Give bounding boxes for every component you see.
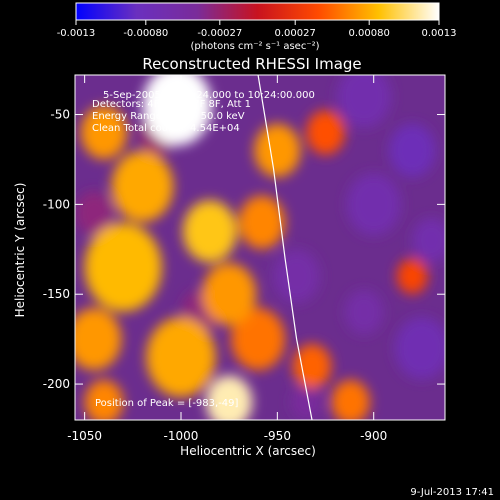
y-axis-label: Heliocentric Y (arcsec): [13, 183, 27, 318]
annotation-detectors: Detectors: 4F 5F 6F 7F 8F, Att 1: [92, 99, 251, 110]
peak-position-label: Position of Peak = [-983,-49]: [95, 398, 239, 409]
heatmap-blob: [75, 308, 122, 371]
heatmap-blob: [394, 317, 445, 380]
heatmap-blob: [231, 308, 286, 371]
annotation-time-range: 5-Sep-2005 10:22:24.000 to 10:24:00.000: [103, 90, 315, 101]
colorbar-tick-label: 0.00080: [349, 28, 390, 39]
x-tick-label: -1050: [67, 429, 102, 443]
heatmap-blob: [389, 123, 436, 178]
colorbar-strip: [75, 2, 440, 21]
heatmap-blob: [290, 384, 322, 420]
x-tick-label: -1000: [164, 429, 199, 443]
colorbar-tick-label: -0.0013: [57, 28, 96, 39]
heatmap-blob: [292, 343, 332, 389]
plot-frame: [74, 74, 446, 421]
colorbar-tick-label: -0.00027: [197, 28, 242, 39]
heatmap-blob: [337, 75, 392, 128]
plot-title: Reconstructed RHESSI Image: [142, 55, 361, 73]
x-tick-label: -950: [264, 429, 291, 443]
heatmap-blob: [84, 222, 162, 312]
y-tick-label: -150: [43, 287, 70, 301]
y-tick-label: -200: [43, 377, 70, 391]
heatmap-image: [75, 75, 445, 420]
heatmap-blob: [273, 249, 320, 303]
heatmap-blobs: [75, 75, 445, 420]
colorbar: -0.0013 -0.00080 -0.00027 0.00027 0.00080 0.0…: [57, 2, 457, 52]
x-axis-label: Heliocentric X (arcsec): [180, 444, 316, 458]
heatmap-blob: [84, 379, 124, 420]
heatmap-blob: [331, 379, 370, 420]
heatmap-blob: [111, 150, 174, 222]
heatmap-blob: [254, 123, 301, 178]
heatmap-blob: [412, 218, 445, 263]
heatmap-blob: [75, 191, 114, 236]
y-tick-label: -50: [50, 108, 70, 122]
heatmap-blob: [142, 75, 212, 146]
x-axis: -1050 -1000 -950 -900: [67, 75, 387, 443]
solar-limb-curve: [257, 75, 313, 420]
colorbar-tick-label: 0.00027: [275, 28, 316, 39]
heatmap-blob: [146, 317, 216, 397]
heatmap-blob: [202, 263, 257, 326]
colorbar-tick-label: 0.0013: [422, 28, 457, 39]
y-tick-label: -100: [43, 197, 70, 211]
heatmap-blob: [206, 375, 253, 420]
y-axis: -200 -150 -100 -50: [43, 108, 445, 391]
heatmap-blob: [396, 258, 428, 294]
annotation-clean-counts: Clean Total counts: 4.54E+04: [92, 123, 240, 134]
annotation-block: 5-Sep-2005 10:22:24.000 to 10:24:00.000 …: [92, 90, 315, 409]
heatmap-blob: [344, 290, 384, 335]
heatmap-blob: [80, 105, 128, 160]
heatmap-blob: [306, 110, 345, 155]
annotation-energy-range: Energy Range: 25.0 - 50.0 keV: [92, 111, 245, 122]
footer-date: 9-Jul-2013 17:41: [410, 487, 494, 498]
heatmap-blob: [182, 200, 237, 263]
colorbar-tick-label: -0.00080: [123, 28, 168, 39]
x-tick-label: -900: [360, 429, 387, 443]
colorbar-ticks: -0.0013 -0.00080 -0.00027 0.00027 0.00080 0.0…: [57, 20, 457, 39]
heatmap-blob: [346, 173, 401, 236]
colorbar-unit-label: (photons cm⁻² s⁻¹ asec⁻²): [190, 41, 319, 52]
heatmap-blob: [238, 195, 286, 249]
